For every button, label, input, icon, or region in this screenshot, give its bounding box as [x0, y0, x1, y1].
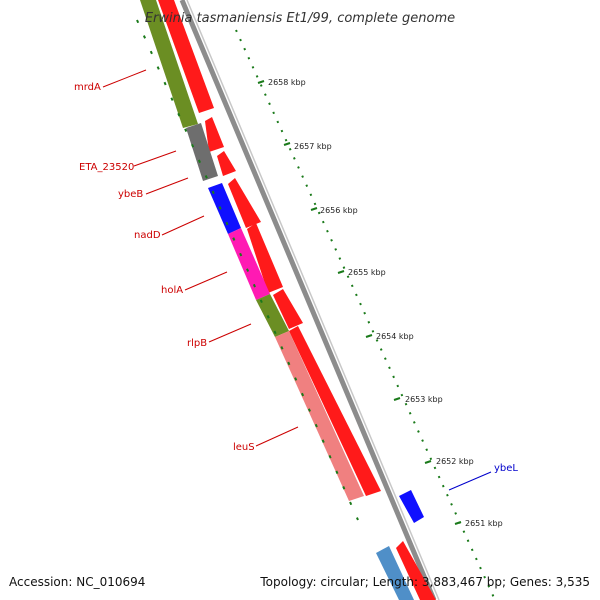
scale-label: 2652 kbp: [436, 457, 474, 466]
forward-gene-ETA_23520: [205, 117, 224, 152]
scale-tick: [424, 460, 432, 464]
forward-gene-mrdA: [158, 0, 214, 113]
gene-block-ybeL: [399, 490, 424, 523]
scale-tick: [337, 270, 345, 274]
connector-ETA_23520: [133, 150, 177, 167]
gene-block-blue: [208, 183, 241, 234]
scale-tick: [393, 397, 401, 401]
scale-label: 2656 kbp: [320, 206, 358, 215]
gene-block-steel: [376, 546, 414, 600]
gene-label-ybeL: ybeL: [494, 463, 518, 474]
scale-label: 2658 kbp: [268, 78, 306, 87]
connector-ybeL: [448, 471, 492, 491]
gene-block-olive: [140, 0, 198, 128]
forward-gene-leuS: [289, 326, 381, 496]
connector-holA: [184, 271, 228, 291]
topology-text: Topology: circular; Length: 3,883,467 bp…: [259, 575, 590, 589]
gene-label-rlpB: rlpB: [187, 338, 207, 349]
scale-labels: 2658 kbp 2657 kbp 2656 kbp 2655 kbp 2654…: [268, 78, 503, 528]
scale-label: 2651 kbp: [465, 519, 503, 528]
connector-mrdA: [102, 69, 147, 88]
scale-tick: [454, 521, 462, 525]
forward-gene-ybeB: [217, 151, 236, 176]
scale-tick: [365, 334, 373, 338]
gene-label-ETA_23520: ETA_23520: [79, 162, 134, 173]
scale-ticks: [257, 80, 462, 525]
gene-block-magenta: [228, 228, 270, 300]
scale-dotted-line: [235, 29, 496, 600]
connector-ybeB: [145, 177, 189, 195]
reverse-features: [140, 0, 424, 600]
forward-features: [158, 0, 436, 600]
gene-label-connectors: [102, 69, 492, 491]
gene-label-mrdA: mrdA: [74, 82, 101, 93]
connector-leuS: [255, 426, 299, 447]
scale-tick: [310, 207, 318, 211]
scale-tick: [283, 142, 291, 146]
gene-label-nadD: nadD: [134, 230, 161, 241]
gene-label-holA: holA: [161, 285, 183, 296]
scale-label: 2653 kbp: [405, 395, 443, 404]
connector-nadD: [161, 215, 205, 236]
scale-label: 2655 kbp: [348, 268, 386, 277]
scale-label: 2657 kbp: [294, 142, 332, 151]
scale-label: 2654 kbp: [376, 332, 414, 341]
connector-rlpB: [208, 323, 252, 343]
gene-label-leuS: leuS: [233, 442, 255, 453]
forward-gene-bottom: [396, 541, 436, 600]
gene-labels: mrdA ETA_23520 ybeB nadD holA rlpB leuS …: [74, 82, 518, 474]
gene-label-ybeB: ybeB: [118, 189, 143, 200]
forward-gene-holA: [247, 223, 283, 293]
gene-block-gray: [186, 123, 218, 181]
gene-block-olive-2: [256, 294, 289, 337]
map-title: Erwinia tasmaniensis Et1/99, complete ge…: [145, 11, 455, 26]
left-dotted-line: [136, 19, 359, 521]
gene-block-salmon: [275, 331, 364, 501]
genome-backbone: [179, 0, 440, 600]
forward-gene-rlpB: [273, 289, 303, 329]
accession-text: Accession: NC_010694: [9, 575, 145, 589]
forward-gene-nadD: [228, 178, 261, 228]
scale-tick: [257, 80, 265, 84]
